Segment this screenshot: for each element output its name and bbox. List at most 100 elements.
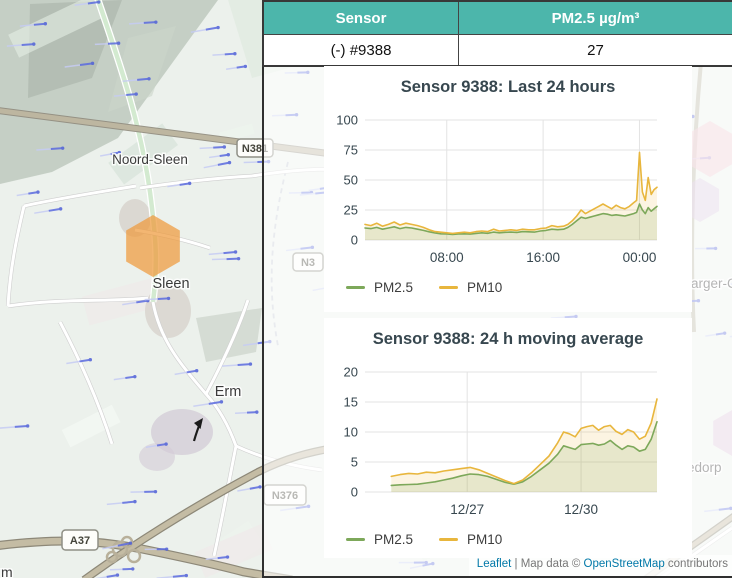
wind-arrow-icon [34,207,63,214]
wind-arrow-icon [36,146,65,151]
wind-arrow-icon [167,181,192,188]
area-fill-pm10 [391,399,657,492]
y-tick-label: 5 [351,455,358,470]
wind-arrow-icon [94,41,121,46]
wind-arrow-icon [208,250,238,256]
sensor-hexagon-orange[interactable] [126,215,180,277]
x-tick-label: 08:00 [430,250,464,265]
wind-arrow-icon [237,485,262,492]
arrow-marker-icon [192,418,203,442]
series-line-pm10 [390,398,658,485]
x-tick-label: 12/30 [564,502,598,517]
y-tick-label: 0 [351,233,358,248]
chart-legend: PM2.5 PM10 [324,532,692,547]
wind-arrow-icon [114,92,138,97]
chart-moving-average: 0 5 10 15 20 12/27 12/30 [344,365,658,517]
legend-label: PM2.5 [374,280,414,295]
svg-text:N381: N381 [242,143,268,155]
wind-arrow-icon [203,160,232,169]
wind-arrow-icon [122,77,151,83]
field-patch [8,0,103,58]
wind-arrow-icon [212,51,237,56]
legend-label: PM10 [467,280,503,295]
y-tick-label: 20 [344,365,358,380]
chart-card-last24h: Sensor 9388: Last 24 hours 0 25 50 75 100 08:… [324,66,692,312]
osm-link[interactable]: OpenStreetMap [583,558,665,570]
wind-arrow-icon [235,410,259,414]
pm25-value-cell: 27 [458,34,732,67]
series-line-pm25 [364,203,658,236]
chart-title: Sensor 9388: Last 24 hours [400,78,616,96]
wind-arrow-icon [74,0,101,7]
x-tick-label: 16:00 [526,250,560,265]
wind-arrow-icon [174,368,199,376]
wind-arrow-icon [144,296,171,301]
wind-arrow-icon [211,256,241,261]
y-tick-label: 75 [344,143,358,158]
wind-arrow-icon [66,358,93,365]
wind-arrow-icon [6,42,36,47]
legend-dash-icon [346,538,365,541]
wind-arrow-icon [19,22,48,27]
wind-arrow-icon [145,442,168,449]
wind-arrow-icon [0,424,30,429]
field-patch [61,404,121,448]
legend-dash-icon [439,538,459,541]
legend-item-pm10[interactable]: PM10 [439,280,502,295]
y-tick-label: 15 [344,395,358,410]
legend-label: PM2.5 [374,532,414,547]
wind-arrow-icon [144,547,169,551]
road-shield-a37: A37 [61,529,99,551]
wind-arrow-icon [190,25,220,33]
area-fill-pm25 [391,421,657,492]
legend-item-pm25[interactable]: PM2.5 [346,280,413,295]
wind-arrow-icon [130,489,158,494]
place-label-noord-sleen: Noord-Sleen [112,152,188,167]
series-line-pm25 [390,421,658,487]
chart-card-moving-average: Sensor 9388: 24 h moving average 0 5 10 15 2… [324,318,692,558]
legend-item-pm10[interactable]: PM10 [439,532,502,547]
attribution-text: | Map data © [511,558,584,570]
side-panel: Sensor PM2.5 µg/m³ (-) #9388 27 Sensor 9… [262,0,732,578]
wind-arrow-icon [102,541,133,550]
y-tick-label: 10 [344,425,358,440]
legend-dash-icon [346,286,365,289]
chart-legend: PM2.5 PM10 [324,280,692,295]
chart-title: Sensor 9388: 24 h moving average [372,330,644,348]
wind-arrow-icon [209,153,230,159]
wind-arrow-icon [225,64,248,70]
wind-arrow-icon [193,400,224,407]
legend-item-pm25[interactable]: PM2.5 [346,532,413,547]
legend-label: PM10 [467,532,503,547]
leaflet-link[interactable]: Leaflet [476,558,512,570]
place-label-erm: Erm [215,384,242,400]
pm25-column-header: PM2.5 µg/m³ [458,0,732,35]
wind-arrow-icon [199,145,227,150]
place-label-m: m [1,564,13,578]
wind-arrow-icon [205,555,230,561]
sensor-table: Sensor PM2.5 µg/m³ (-) #9388 27 [262,0,732,67]
sensor-id-cell[interactable]: (-) #9388 [262,34,459,67]
wind-arrow-icon [100,150,122,157]
legend-dash-icon [439,286,459,289]
y-tick-label: 50 [344,173,358,188]
sensor-column-header: Sensor [262,0,459,35]
wind-arrow-icon [16,190,40,197]
wind-arrow-icon [64,61,95,68]
attribution-suffix: contributors [664,558,728,570]
motorway-interchange [105,535,142,564]
map-attribution: Leaflet | Map data © OpenStreetMap contr… [468,555,732,576]
y-tick-label: 25 [344,203,358,218]
x-tick-label: 00:00 [623,250,657,265]
chart-last24h: 0 25 50 75 100 08:00 16:00 00:00 [336,113,658,265]
place-label-sleen: Sleen [152,276,189,292]
x-tick-label: 12/27 [450,502,484,517]
wind-arrow-icon [106,499,137,506]
y-tick-label: 0 [351,485,358,500]
sensor-row[interactable]: (-) #9388 27 [262,34,732,67]
svg-text:A37: A37 [70,535,90,547]
series-line-pm10 [364,151,658,235]
area-fill-pm25 [365,204,657,240]
wind-arrow-icon [113,374,137,381]
